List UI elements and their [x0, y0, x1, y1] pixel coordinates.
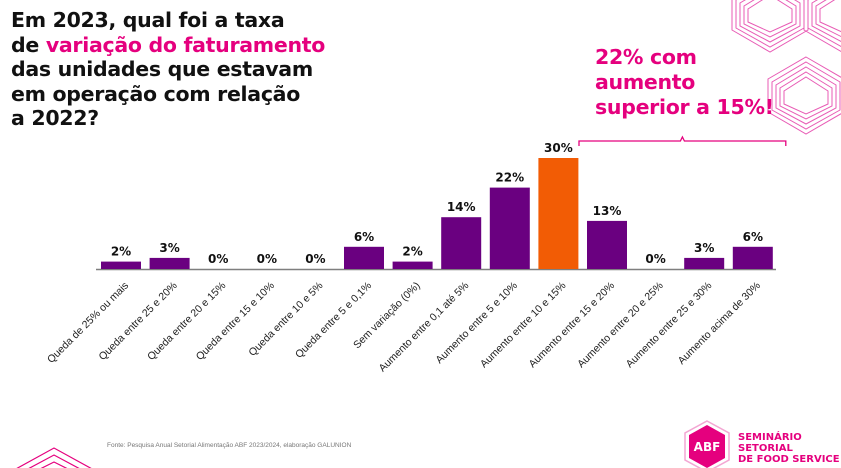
hexagon-decoration-bottom	[16, 447, 92, 468]
logo-mark: ABF	[694, 440, 721, 454]
x-tick-label: Aumento entre 25 e 30%	[624, 280, 715, 371]
annotation-bracket	[578, 135, 787, 146]
source-note: Fonte: Pesquisa Anual Setorial Alimentaç…	[107, 442, 352, 449]
x-tick-label: Aumento entre 0,1 até 5%	[377, 280, 472, 375]
title-line-2-start: de	[11, 32, 46, 57]
page-title: Em 2023, qual foi a taxa de variação do …	[11, 8, 441, 131]
data-label: 0%	[208, 252, 228, 266]
callout-line-2: aumento	[595, 70, 696, 94]
data-label: 2%	[402, 245, 422, 259]
data-label: 3%	[159, 241, 179, 255]
bar	[489, 187, 530, 269]
bar	[392, 261, 433, 269]
data-label: 6%	[354, 230, 374, 244]
callout-line-3: superior a 15%!	[595, 95, 774, 119]
logo-hexagon-outline	[684, 420, 730, 468]
x-tick-label: Aumento acima de 30%	[676, 280, 763, 367]
bar	[587, 220, 627, 269]
logo-hexagon	[689, 425, 725, 468]
x-tick-label: Queda de 25% ou mais	[45, 280, 131, 366]
bar	[732, 246, 773, 269]
bar	[538, 158, 579, 269]
x-tick-label: Aumento entre 20 e 25%	[575, 280, 666, 371]
bar	[101, 261, 141, 269]
bar	[684, 257, 725, 269]
data-label: 6%	[743, 230, 763, 244]
x-tick-label: Aumento entre 15 e 20%	[526, 280, 617, 371]
logo-line-2: DE FOOD SERVICE	[738, 454, 840, 465]
bar	[441, 217, 482, 269]
logo-text: SEMINÁRIO SETORIAL DE FOOD SERVICE	[738, 432, 841, 465]
data-label: 30%	[544, 141, 573, 155]
data-label: 0%	[645, 252, 665, 266]
data-label: 0%	[257, 252, 277, 266]
title-line-4: em operação com relação	[11, 81, 300, 106]
data-label: 2%	[111, 245, 131, 259]
title-highlight: variação do faturamento	[45, 32, 326, 57]
bar	[344, 246, 384, 269]
data-label: 0%	[305, 252, 325, 266]
title-line-2: de variação do faturamento	[11, 33, 441, 58]
x-tick-label: Aumento entre 10 e 15%	[478, 280, 569, 371]
x-tick-label: Aumento entre 5 e 10%	[433, 280, 519, 366]
callout-line-1: 22% com	[595, 45, 697, 69]
data-label: 13%	[593, 204, 622, 218]
data-label: 22%	[495, 171, 524, 185]
hexagon-decoration-top	[731, 0, 841, 135]
bar	[149, 257, 190, 269]
data-label: 3%	[694, 241, 714, 255]
logo-line-1: SEMINÁRIO SETORIAL	[738, 432, 802, 454]
data-label: 14%	[447, 200, 476, 214]
abf-logo: ABF	[684, 420, 730, 468]
title-line-3: das unidades que estavam	[11, 57, 313, 81]
title-line-5: a 2022?	[11, 106, 99, 130]
title-line-1: Em 2023, qual foi a taxa	[11, 8, 285, 32]
callout-annotation: 22% com aumento superior a 15%!	[595, 45, 774, 120]
